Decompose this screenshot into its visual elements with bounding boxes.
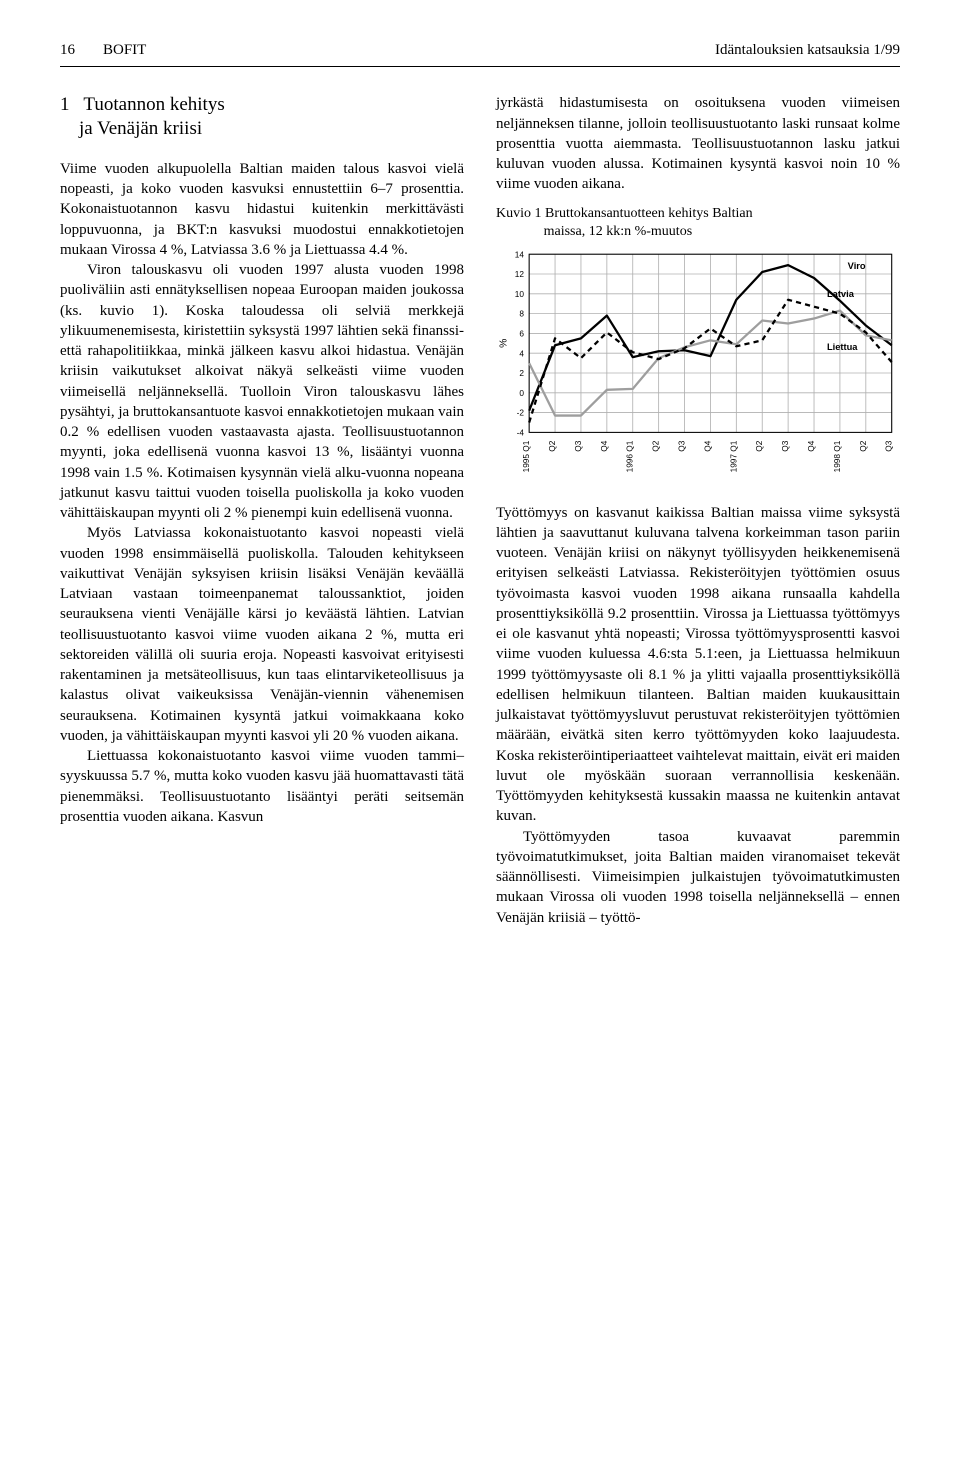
svg-text:10: 10 bbox=[515, 290, 525, 299]
publication-title: Idäntalouksien katsauksia 1/99 bbox=[715, 40, 900, 60]
svg-text:-2: -2 bbox=[517, 409, 525, 418]
svg-text:1995 Q1: 1995 Q1 bbox=[522, 441, 531, 473]
header-rule bbox=[60, 66, 900, 67]
running-header: 16 BOFIT Idäntalouksien katsauksia 1/99 bbox=[60, 40, 900, 60]
page-number: 16 bbox=[60, 40, 75, 60]
paragraph: Myös Latviassa kokonaistuotanto kasvoi n… bbox=[60, 523, 464, 746]
svg-text:Q4: Q4 bbox=[703, 441, 712, 452]
svg-text:Q3: Q3 bbox=[885, 441, 894, 452]
svg-text:Q3: Q3 bbox=[574, 441, 583, 452]
svg-text:1997 Q1: 1997 Q1 bbox=[729, 441, 738, 473]
svg-text:Viro: Viro bbox=[848, 261, 866, 271]
svg-text:12: 12 bbox=[515, 270, 525, 279]
svg-text:8: 8 bbox=[519, 310, 524, 319]
org-name: BOFIT bbox=[103, 40, 146, 60]
svg-text:1998 Q1: 1998 Q1 bbox=[833, 441, 842, 473]
svg-text:Q2: Q2 bbox=[755, 441, 764, 452]
line-chart-svg: -4 -2 0 2 4 6 8 10 12 14 1995 Q1 Q2 Q3 Q4 1996 Q1 Q2 Q3 Q… bbox=[496, 248, 900, 486]
svg-text:Q2: Q2 bbox=[652, 441, 661, 452]
svg-text:14: 14 bbox=[515, 251, 525, 260]
paragraph: Työttömyyden tasoa kuvaavat paremmin työ… bbox=[496, 827, 900, 928]
svg-text:2: 2 bbox=[519, 369, 524, 378]
section-title-line1: Tuotannon kehitys bbox=[83, 94, 224, 115]
svg-text:-4: -4 bbox=[517, 429, 525, 438]
paragraph: Viime vuoden alkupuolella Baltian maiden… bbox=[60, 159, 464, 260]
svg-text:Q4: Q4 bbox=[600, 441, 609, 452]
figure-1-chart: -4 -2 0 2 4 6 8 10 12 14 1995 Q1 Q2 Q3 Q4 1996 Q1 Q2 Q3 Q… bbox=[496, 248, 900, 486]
paragraph: Viron talouskasvu oli vuoden 1997 alusta… bbox=[60, 260, 464, 523]
two-column-body: 1 Tuotannon kehitys ja Venäjän kriisi Vi… bbox=[60, 93, 900, 928]
caption-line2: maissa, 12 kk:n %-muutos bbox=[496, 223, 900, 242]
paragraph: Työttömyys on kasvanut kaikissa Baltian … bbox=[496, 503, 900, 827]
svg-text:Q3: Q3 bbox=[781, 441, 790, 452]
section-title-line2: ja Venäjän kriisi bbox=[79, 118, 202, 139]
svg-text:Liettua: Liettua bbox=[827, 343, 858, 353]
figure-caption: Kuvio 1 Bruttokansantuotteen kehitys Bal… bbox=[496, 205, 900, 243]
svg-text:%: % bbox=[498, 339, 509, 348]
section-number: 1 bbox=[60, 94, 70, 115]
svg-text:6: 6 bbox=[519, 330, 524, 339]
paragraph: jyrkästä hidastumisesta on osoituksena v… bbox=[496, 93, 900, 194]
svg-text:Q3: Q3 bbox=[678, 441, 687, 452]
svg-text:4: 4 bbox=[519, 350, 524, 359]
caption-line1: Kuvio 1 Bruttokansantuotteen kehitys Bal… bbox=[496, 206, 753, 221]
svg-text:1996 Q1: 1996 Q1 bbox=[626, 441, 635, 473]
left-column: 1 Tuotannon kehitys ja Venäjän kriisi Vi… bbox=[60, 93, 464, 928]
svg-text:0: 0 bbox=[519, 389, 524, 398]
svg-text:Latvia: Latvia bbox=[827, 289, 855, 299]
section-heading: 1 Tuotannon kehitys ja Venäjän kriisi bbox=[60, 93, 464, 141]
svg-text:Q2: Q2 bbox=[859, 441, 868, 452]
right-column: jyrkästä hidastumisesta on osoituksena v… bbox=[496, 93, 900, 928]
svg-text:Q4: Q4 bbox=[807, 441, 816, 452]
paragraph: Liettuassa kokonaistuotanto kasvoi viime… bbox=[60, 746, 464, 827]
svg-text:Q2: Q2 bbox=[548, 441, 557, 452]
